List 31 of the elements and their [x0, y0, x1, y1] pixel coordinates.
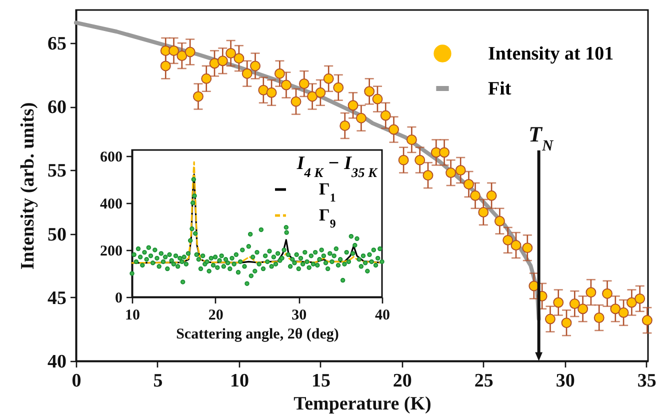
x-tick-label: 10 [125, 308, 140, 324]
y-tick-label: 600 [100, 149, 122, 166]
y-tick-label: 200 [100, 243, 122, 260]
legend-label: Intensity at 101 [488, 44, 614, 64]
ref-line-label: T$_{N}$ [528, 121, 554, 154]
x-axis-title: Temperature (K) [294, 394, 432, 414]
x-tick-label: 20 [208, 308, 224, 324]
x-tick-label: 15 [311, 370, 330, 392]
legend-label: Γ$_{9}$ [319, 206, 336, 230]
y-axis-title: Intensity (arb. units) [18, 102, 38, 270]
x-tick-label: 25 [474, 370, 494, 392]
x-tick-label: 30 [292, 308, 307, 324]
y-tick-label: 65 [48, 34, 66, 55]
y-tick-label: 50 [48, 224, 66, 246]
x-axis-title: Scattering angle, 2θ (deg) [176, 326, 339, 342]
y-tick-label: 55 [48, 160, 66, 182]
x-tick-label: 35 [637, 370, 656, 392]
x-tick-label: 0 [72, 370, 82, 392]
y-tick-label: 60 [48, 97, 66, 118]
legend-label: Fit [488, 78, 512, 100]
y-tick-label: 0 [115, 290, 122, 306]
x-tick-label: 40 [375, 308, 390, 324]
y-tick-label: 400 [100, 196, 122, 212]
y-tick-label: 45 [48, 288, 66, 309]
y-tick-label: 40 [48, 352, 66, 372]
x-tick-label: 30 [556, 370, 575, 392]
x-tick-label: 5 [153, 370, 163, 392]
legend-title: I$_{4 K}$ − I$_{35 K}$ [296, 153, 378, 180]
x-tick-label: 10 [230, 370, 249, 392]
legend-label: Γ$_{1}$ [319, 180, 336, 204]
x-tick-label: 20 [392, 370, 412, 392]
